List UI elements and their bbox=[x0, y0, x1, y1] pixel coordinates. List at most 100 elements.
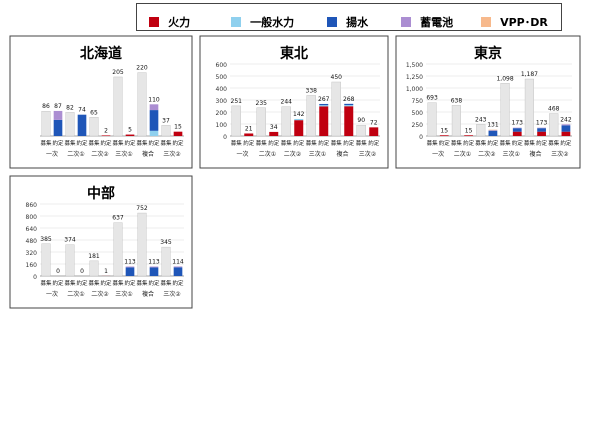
bar-recruit-3-8 bbox=[137, 212, 147, 277]
bar-label-3-11: 114 bbox=[172, 258, 184, 265]
bar-kind-2-3: 約定 bbox=[463, 139, 475, 147]
bar-label-3-0: 385 bbox=[40, 236, 52, 243]
bar-kind-1-11: 約定 bbox=[368, 139, 380, 147]
legend-swatch-0 bbox=[149, 16, 159, 27]
legend-label-3: 蓄電池 bbox=[420, 15, 454, 29]
bar-label-2-1: 15 bbox=[440, 127, 448, 134]
bar-label-0-7: 5 bbox=[128, 127, 132, 134]
bar-kind-1-9: 約定 bbox=[343, 139, 355, 147]
bar-label-3-5: 1 bbox=[104, 268, 108, 275]
bar-label-1-4: 244 bbox=[281, 99, 293, 106]
legend-swatch-4 bbox=[481, 16, 491, 27]
bar-kind-3-10: 募集 bbox=[160, 279, 172, 287]
bar-seg-1-5-1 bbox=[294, 118, 304, 121]
bar-seg-1-11-0 bbox=[369, 127, 379, 136]
bar-recruit-0-0 bbox=[41, 111, 51, 137]
bar-label-2-6: 1,098 bbox=[496, 75, 513, 82]
bar-label-2-4: 243 bbox=[475, 116, 487, 123]
bar-recruit-3-2 bbox=[65, 244, 75, 277]
bar-label-3-3: 0 bbox=[80, 268, 84, 275]
bar-label-0-1: 87 bbox=[54, 103, 62, 110]
legend-label-0: 火力 bbox=[168, 15, 191, 29]
bar-recruit-1-2 bbox=[256, 107, 266, 137]
bar-seg-0-7-0 bbox=[125, 134, 135, 136]
legend-label-1: 一般水力 bbox=[250, 15, 295, 29]
bar-seg-3-9-2 bbox=[149, 267, 159, 276]
product-label-0-1: 二次① bbox=[67, 150, 84, 158]
bar-kind-2-7: 約定 bbox=[512, 139, 524, 147]
bar-label-1-6: 338 bbox=[306, 87, 318, 94]
y-tick-3-1: 160 bbox=[26, 262, 38, 269]
bar-seg-2-5-2 bbox=[488, 130, 498, 136]
bar-seg-2-1-0 bbox=[439, 135, 449, 136]
bar-kind-2-4: 募集 bbox=[475, 139, 487, 147]
product-label-3-0: 一次 bbox=[46, 290, 58, 298]
bar-kind-0-10: 募集 bbox=[160, 139, 172, 147]
bar-label-0-5: 2 bbox=[104, 127, 108, 134]
bar-kind-0-5: 約定 bbox=[100, 139, 112, 147]
bar-label-1-9: 268 bbox=[343, 96, 355, 103]
panel-frame-3 bbox=[9, 175, 193, 309]
bar-recruit-2-8 bbox=[524, 78, 534, 137]
bar-seg-3-11-3 bbox=[173, 266, 183, 268]
bar-kind-1-0: 募集 bbox=[231, 139, 243, 147]
bar-kind-1-10: 募集 bbox=[356, 139, 368, 147]
product-label-2-5: 三次② bbox=[551, 150, 569, 158]
bar-kind-3-1: 約定 bbox=[52, 279, 64, 287]
bar-label-0-8: 220 bbox=[136, 65, 148, 72]
bar-kind-3-8: 募集 bbox=[136, 279, 148, 287]
bar-kind-3-4: 募集 bbox=[88, 279, 100, 287]
bar-seg-1-1-0 bbox=[244, 133, 254, 136]
product-label-3-1: 二次① bbox=[67, 290, 84, 298]
bar-seg-0-3-2 bbox=[77, 114, 87, 136]
bar-seg-0-5-0 bbox=[101, 135, 111, 136]
bar-label-1-10: 90 bbox=[357, 117, 365, 124]
bar-label-1-0: 251 bbox=[231, 98, 243, 105]
product-label-3-3: 三次① bbox=[115, 290, 132, 298]
bar-kind-1-5: 約定 bbox=[293, 139, 305, 147]
bar-recruit-3-6 bbox=[113, 222, 123, 277]
bar-label-1-3: 34 bbox=[270, 124, 278, 131]
bar-seg-3-9-3 bbox=[149, 266, 159, 268]
bar-kind-3-7: 約定 bbox=[124, 279, 136, 287]
panel-title-2: 東京 bbox=[474, 45, 502, 62]
legend-item-2: 揚水 bbox=[327, 11, 368, 30]
bar-label-0-3: 74 bbox=[78, 107, 86, 114]
y-tick-3-2: 320 bbox=[26, 250, 38, 257]
bar-recruit-0-10 bbox=[161, 125, 171, 137]
bar-label-2-3: 15 bbox=[465, 127, 473, 134]
legend-swatch-2 bbox=[327, 16, 337, 27]
y-tick-3-6: 860 bbox=[26, 202, 38, 209]
bar-label-1-5: 142 bbox=[293, 111, 305, 118]
product-label-0-2: 二次② bbox=[91, 150, 109, 158]
product-label-2-1: 二次① bbox=[454, 150, 471, 158]
bar-seg-1-7-0 bbox=[319, 106, 329, 136]
product-label-2-4: 複合 bbox=[529, 150, 541, 158]
bar-kind-0-11: 約定 bbox=[172, 139, 184, 147]
bar-seg-1-7-2 bbox=[319, 103, 329, 106]
bar-label-1-2: 235 bbox=[256, 100, 268, 107]
bar-kind-2-0: 募集 bbox=[427, 139, 439, 147]
product-label-2-2: 二次② bbox=[478, 150, 496, 158]
bar-seg-1-9-1 bbox=[344, 105, 354, 107]
bar-seg-1-9-0 bbox=[344, 106, 354, 136]
bar-label-1-1: 21 bbox=[245, 125, 253, 132]
bar-seg-2-11-2 bbox=[561, 125, 571, 132]
bar-kind-0-7: 約定 bbox=[124, 139, 136, 147]
bar-recruit-0-2 bbox=[65, 112, 75, 137]
product-label-1-1: 二次① bbox=[259, 150, 276, 158]
y-tick-2-2: 500 bbox=[412, 110, 424, 117]
bar-label-0-6: 205 bbox=[112, 69, 124, 76]
bar-label-1-8: 450 bbox=[331, 74, 343, 81]
bar-label-3-1: 0 bbox=[56, 268, 60, 275]
bar-kind-0-0: 募集 bbox=[40, 139, 52, 147]
bar-kind-0-1: 約定 bbox=[52, 139, 64, 147]
bar-seg-0-1-3 bbox=[53, 110, 63, 120]
bar-recruit-2-10 bbox=[549, 113, 559, 137]
bar-seg-3-7-3 bbox=[125, 266, 135, 268]
bar-label-2-5: 131 bbox=[487, 122, 499, 129]
product-label-1-0: 一次 bbox=[236, 150, 248, 158]
legend-item-4: VPP･DR bbox=[481, 11, 548, 30]
bar-label-0-0: 86 bbox=[42, 103, 50, 110]
product-label-0-4: 複合 bbox=[142, 150, 154, 158]
